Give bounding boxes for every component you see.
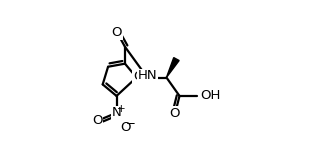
Text: −: − [125, 117, 135, 130]
Text: O: O [120, 121, 131, 134]
Text: OH: OH [200, 89, 220, 102]
Polygon shape [167, 58, 179, 78]
Text: HN: HN [137, 69, 157, 82]
Text: N: N [112, 106, 121, 119]
Text: O: O [169, 107, 179, 120]
Text: O: O [133, 70, 143, 83]
Text: +: + [117, 104, 125, 113]
Text: O: O [92, 114, 103, 127]
Text: O: O [111, 27, 122, 40]
